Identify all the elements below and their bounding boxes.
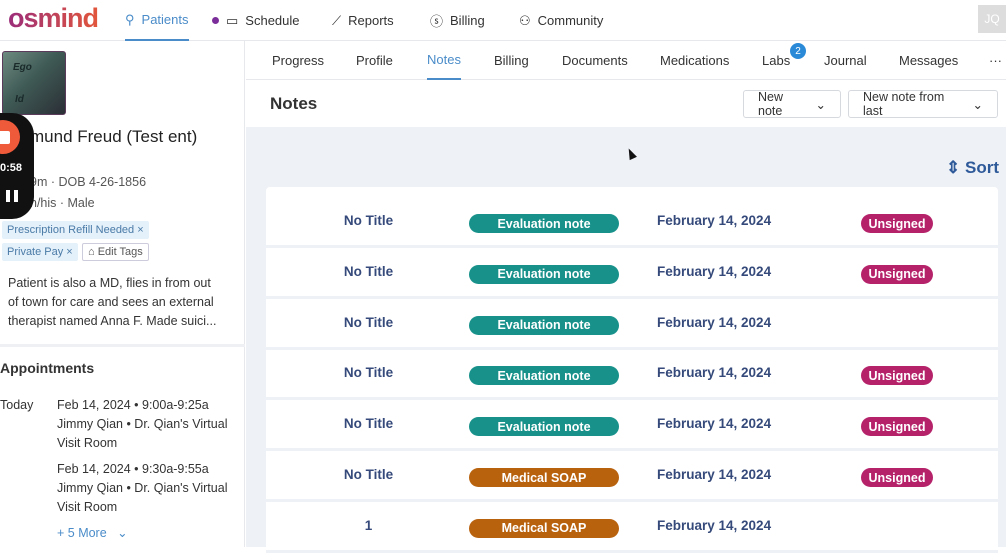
appointments-heading: Appointments bbox=[0, 360, 95, 376]
tag-icon: ⌂ bbox=[88, 246, 98, 258]
status-badge: Unsigned bbox=[861, 468, 933, 487]
chevron-down-icon: ⌄ bbox=[815, 97, 826, 112]
note-title: No Title bbox=[343, 213, 394, 228]
tab-billing[interactable]: Billing bbox=[494, 53, 529, 68]
note-row[interactable]: No Title Evaluation note February 14, 20… bbox=[266, 248, 998, 299]
new-note-button[interactable]: New note ⌄ bbox=[743, 90, 841, 118]
notes-list: No Title Evaluation note February 14, 20… bbox=[266, 187, 998, 557]
note-row[interactable]: 1 Medical SOAP February 14, 2024 bbox=[266, 502, 998, 553]
chart-icon: ⟋ bbox=[332, 12, 342, 28]
note-row[interactable]: No Title Evaluation note February 14, 20… bbox=[266, 349, 998, 401]
status-badge: Unsigned bbox=[861, 417, 933, 437]
note-type-badge: Medical SOAP bbox=[469, 518, 619, 538]
today-label: Today bbox=[0, 398, 34, 412]
status-badge: Unsigned bbox=[861, 264, 933, 284]
tab-messages[interactable]: Messages bbox=[899, 53, 959, 68]
appointment-item[interactable]: Feb 14, 2024 • 9:00a-9:25a Jimmy Qian • D… bbox=[57, 398, 228, 450]
tab-medications[interactable]: Medications bbox=[660, 53, 730, 68]
tab-documents[interactable]: Documents bbox=[562, 53, 628, 68]
tab-journal[interactable]: Journal bbox=[824, 53, 867, 68]
patient-sidebar: Ego Id mund Freud (Test ent) 9m · DOB 4-2… bbox=[0, 41, 245, 547]
note-type-badge: Evaluation note bbox=[469, 214, 619, 233]
more-appointments-link[interactable]: + 5 More ⌄ bbox=[57, 526, 128, 540]
appointment-item[interactable]: Feb 14, 2024 • 9:30a-9:55a Jimmy Qian • D… bbox=[57, 462, 228, 514]
sort-button[interactable]: ⇕ Sort bbox=[946, 158, 999, 177]
more-tabs-button[interactable]: ··· bbox=[989, 53, 1002, 68]
chevron-down-icon: ⌄ bbox=[972, 97, 983, 112]
divider bbox=[0, 344, 245, 347]
chevron-down-icon: ⌄ bbox=[110, 526, 128, 540]
tag-private-pay[interactable]: Private Pay × bbox=[2, 243, 78, 261]
tab-profile[interactable]: Profile bbox=[356, 53, 393, 68]
patient-name: mund Freud (Test ent) bbox=[30, 127, 198, 146]
nav-reports[interactable]: ⟋ Reports bbox=[332, 12, 394, 29]
patient-photo: Ego Id bbox=[2, 51, 66, 115]
dollar-icon: ⓢ bbox=[430, 14, 444, 29]
status-badge: Unsigned bbox=[861, 366, 933, 386]
people-icon: ⚇ bbox=[519, 12, 531, 28]
note-type-badge: Evaluation note bbox=[469, 417, 619, 437]
patient-pronouns-sex: n/his · Male bbox=[30, 196, 95, 210]
note-date: February 14, 2024 bbox=[657, 467, 772, 482]
stop-icon bbox=[0, 130, 10, 144]
note-row[interactable]: No Title Evaluation note February 14, 20… bbox=[266, 299, 998, 350]
note-type-badge: Evaluation note bbox=[469, 315, 619, 335]
note-date: February 14, 2024 bbox=[657, 213, 772, 228]
labs-count-badge: 2 bbox=[790, 43, 806, 59]
note-title: No Title bbox=[343, 467, 394, 482]
note-type-badge: Medical SOAP bbox=[469, 468, 619, 487]
note-date: February 14, 2024 bbox=[657, 263, 772, 279]
note-title: No Title bbox=[343, 365, 394, 381]
note-title: 1 bbox=[364, 517, 373, 533]
recording-timer: 0:58 bbox=[0, 162, 23, 174]
note-row[interactable]: No Title Medical SOAP February 14, 2024 U… bbox=[266, 451, 998, 502]
note-date: February 14, 2024 bbox=[657, 517, 772, 533]
note-row[interactable]: No Title Evaluation note February 14, 20… bbox=[266, 197, 998, 248]
note-date: February 14, 2024 bbox=[657, 365, 772, 381]
new-note-from-last-button[interactable]: New note from last ⌄ bbox=[848, 90, 998, 118]
recording-widget: 0:58 bbox=[0, 113, 34, 219]
note-title: No Title bbox=[343, 314, 394, 330]
patient-tabs: Progress Profile Notes Billing Documents… bbox=[246, 41, 1006, 80]
person-icon: ⚲ bbox=[125, 11, 135, 27]
tab-progress[interactable]: Progress bbox=[272, 53, 325, 68]
note-title: No Title bbox=[343, 416, 394, 432]
nav-patients[interactable]: ⚲ Patients bbox=[125, 0, 189, 41]
calendar-icon: ▭ bbox=[226, 12, 239, 28]
user-avatar[interactable]: JQ bbox=[978, 5, 1006, 33]
note-row[interactable]: No Title Evaluation note February 14, 20… bbox=[266, 400, 998, 452]
top-nav: osmind ⚲ Patients ▭ Schedule ⟋ Reports ⓢ Bil… bbox=[0, 0, 1006, 41]
status-badge: Unsigned bbox=[861, 214, 933, 233]
stop-recording-button[interactable] bbox=[0, 120, 20, 154]
patient-note: Patient is also a MD, flies in from out … bbox=[8, 276, 217, 328]
sort-icon: ⇕ bbox=[946, 158, 961, 177]
pause-button[interactable] bbox=[6, 190, 18, 202]
nav-community[interactable]: ⚇ Community bbox=[519, 12, 604, 29]
tag-prescription-refill[interactable]: Prescription Refill Needed × bbox=[2, 221, 149, 239]
nav-billing[interactable]: ⓢ Billing bbox=[430, 13, 485, 29]
notes-heading: Notes bbox=[270, 94, 318, 113]
note-type-badge: Evaluation note bbox=[469, 366, 619, 386]
osmind-logo[interactable]: osmind bbox=[8, 3, 99, 33]
note-title: No Title bbox=[343, 263, 394, 279]
note-type-badge: Evaluation note bbox=[469, 264, 619, 284]
nav-schedule[interactable]: ▭ Schedule bbox=[212, 0, 300, 41]
note-date: February 14, 2024 bbox=[657, 416, 772, 432]
patient-age-dob: 9m · DOB 4-26-1856 bbox=[30, 175, 147, 189]
tab-labs[interactable]: Labs bbox=[762, 53, 791, 68]
notification-dot bbox=[212, 17, 219, 24]
note-date: February 14, 2024 bbox=[657, 314, 772, 330]
tab-notes[interactable]: Notes bbox=[427, 41, 461, 80]
edit-tags-button[interactable]: ⌂ Edit Tags bbox=[82, 243, 149, 261]
